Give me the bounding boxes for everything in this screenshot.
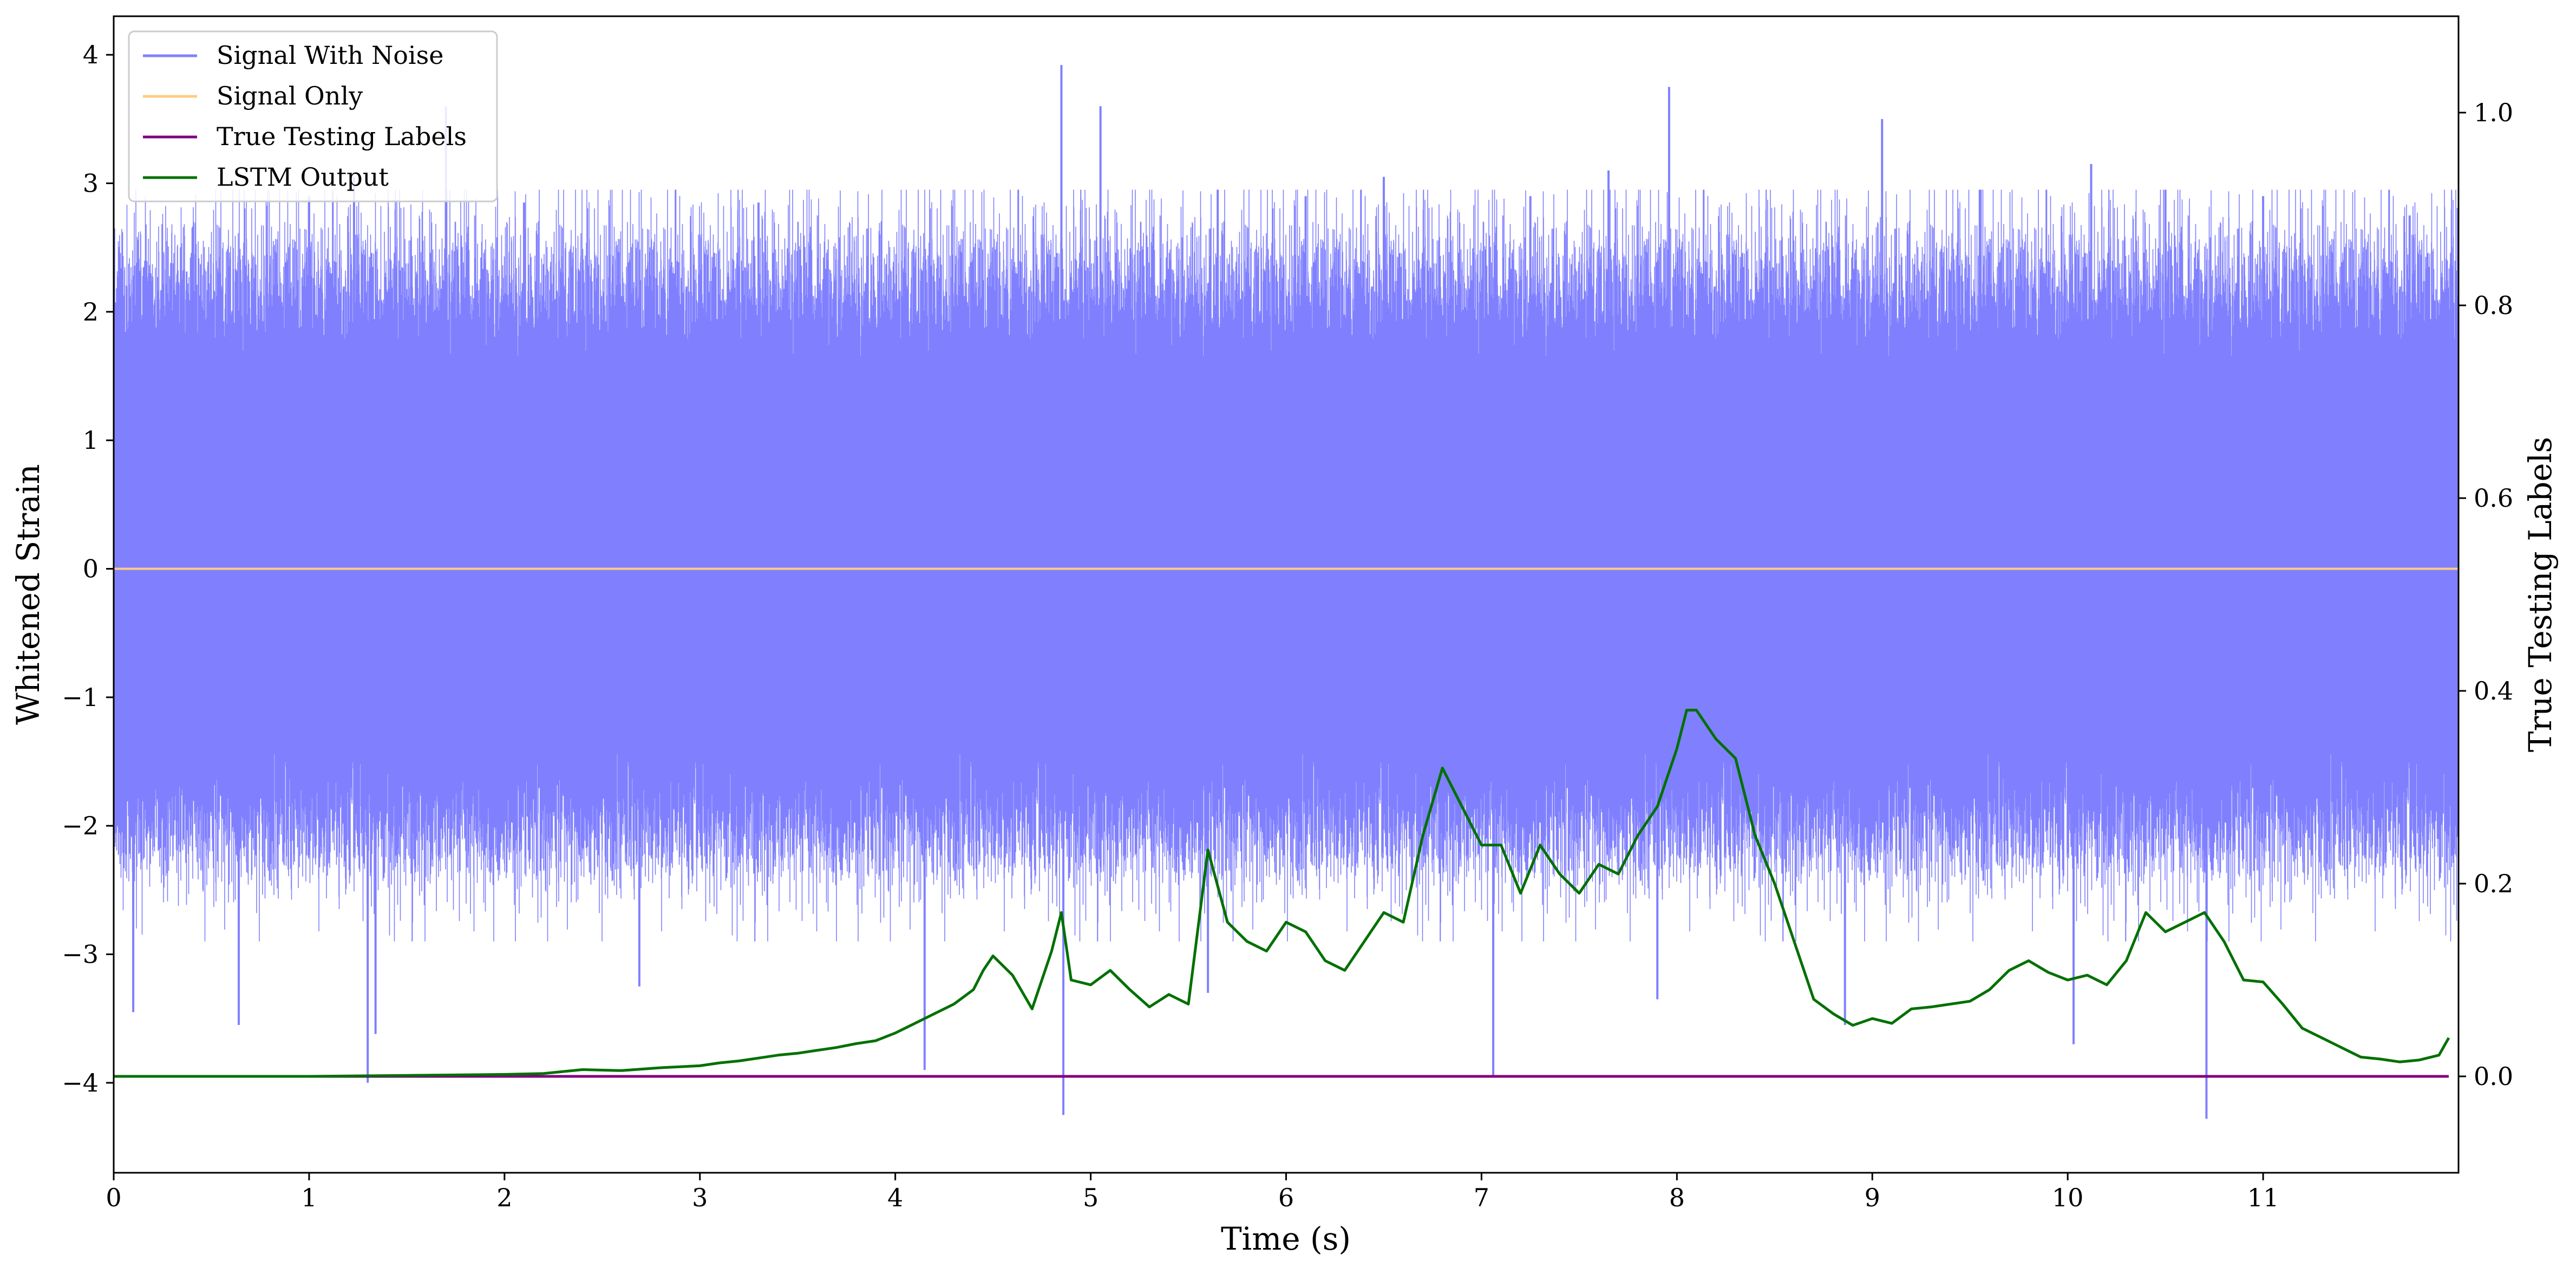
x-tick-label: 9 [1865, 1183, 1880, 1212]
y-right-tick-label: 0.6 [2474, 484, 2513, 513]
x-tick-label: 7 [1474, 1183, 1489, 1212]
y-left-tick-label: −1 [62, 683, 99, 712]
y-left-tick-label: 1 [83, 426, 99, 455]
lstm-output-line [114, 709, 2450, 1078]
legend-entry-signal-with-noise: Signal With Noise [217, 41, 443, 70]
y-axis-left-label: Whitened Strain [10, 464, 47, 725]
y-right-tick-label: 0.2 [2474, 869, 2513, 898]
x-tick-label: 8 [1669, 1183, 1685, 1212]
x-axis: 0 1 2 3 4 5 6 7 8 9 10 11 [106, 1173, 2279, 1212]
y-right-tick-label: 0.0 [2474, 1062, 2513, 1091]
y-right-tick-label: 0.8 [2474, 291, 2513, 320]
legend-entry-signal-only: Signal Only [217, 81, 363, 110]
x-tick-label: 2 [496, 1183, 512, 1212]
legend-box [128, 30, 498, 202]
y-right-tick-label: 0.4 [2474, 676, 2513, 705]
y-left-tick-label: 4 [83, 40, 99, 69]
y-left-tick-label: −2 [62, 811, 99, 840]
legend: Signal With Noise Signal Only True Testi… [128, 30, 498, 202]
y-axis-right-label: True Testing Labels [2522, 437, 2559, 752]
y-left-tick-label: 0 [83, 554, 99, 584]
legend-entry-lstm-output: LSTM Output [217, 162, 389, 192]
y-axis-left: −4 −3 −2 −1 0 1 2 3 4 [62, 40, 114, 1097]
x-tick-label: 10 [2052, 1183, 2084, 1212]
noise-trace [114, 190, 2459, 942]
y-left-tick-label: 2 [83, 297, 99, 326]
y-left-tick-label: −4 [62, 1068, 99, 1097]
x-tick-label: 5 [1083, 1183, 1099, 1212]
y-right-tick-label: 1.0 [2474, 98, 2513, 127]
x-tick-label: 6 [1278, 1183, 1294, 1212]
x-tick-label: 0 [106, 1183, 121, 1212]
legend-entry-true-testing-labels: True Testing Labels [217, 122, 467, 151]
x-tick-label: 3 [692, 1183, 708, 1212]
x-tick-label: 4 [887, 1183, 903, 1212]
x-tick-label: 11 [2247, 1183, 2279, 1212]
x-tick-label: 1 [301, 1183, 317, 1212]
y-left-tick-label: −3 [62, 940, 99, 969]
y-left-tick-label: 3 [83, 169, 99, 198]
lstm-output-series [114, 709, 2450, 1078]
x-axis-label: Time (s) [1221, 1220, 1351, 1257]
y-axis-right: 0.0 0.2 0.4 0.6 0.8 1.0 [2459, 98, 2513, 1091]
